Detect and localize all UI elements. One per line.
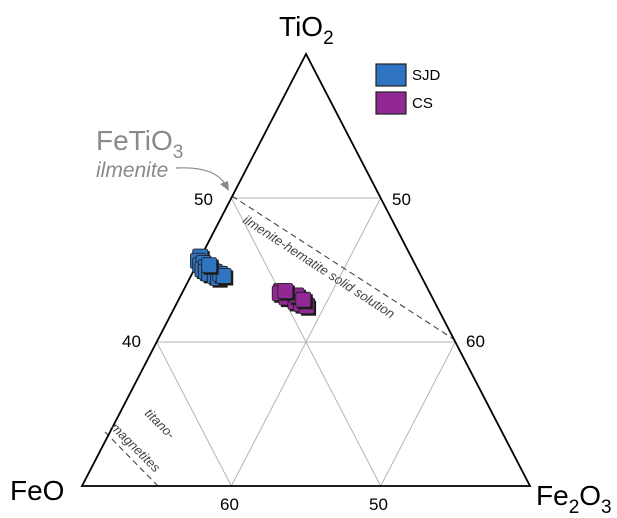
series-cs bbox=[271, 283, 317, 316]
ilmenite-arrowhead-icon bbox=[220, 181, 229, 191]
legend: SJD CS bbox=[375, 63, 441, 115]
data-point-sjd bbox=[201, 257, 218, 274]
vertex-right-sub: 2 bbox=[569, 497, 580, 518]
tick-left-50: 50 bbox=[194, 190, 213, 209]
data-point-sjd bbox=[215, 268, 232, 284]
vertex-label-left: FeO bbox=[10, 475, 64, 506]
titano-label-1: titano- bbox=[142, 406, 179, 443]
tick-left-40: 40 bbox=[122, 332, 141, 351]
grid-line bbox=[230, 197, 382, 487]
ilmenite-formula-text: FeTiO bbox=[96, 125, 173, 156]
series-sjd bbox=[190, 248, 234, 288]
tick-bottom-60: 60 bbox=[220, 495, 239, 514]
grid-line bbox=[156, 341, 232, 487]
grid-lines bbox=[156, 197, 456, 487]
data-point-cs bbox=[295, 291, 312, 308]
data-point-cs bbox=[277, 283, 294, 300]
titanomagnetite-line bbox=[104, 431, 159, 487]
grid-line bbox=[380, 341, 456, 487]
vertex-top-sub: 2 bbox=[323, 28, 334, 49]
tick-bottom-50: 50 bbox=[369, 495, 388, 514]
tick-right-60: 60 bbox=[466, 332, 485, 351]
vertex-label-top: TiO2 bbox=[279, 11, 334, 49]
vertex-right-text2: O bbox=[579, 480, 601, 511]
legend-swatch-cs bbox=[375, 91, 407, 115]
ilmenite-hematite-line bbox=[231, 195, 456, 341]
vertex-right-text: Fe bbox=[536, 480, 569, 511]
tick-right-50: 50 bbox=[392, 190, 411, 209]
ilmenite-name: ilmenite bbox=[96, 159, 168, 182]
vertex-right-sub2: 3 bbox=[601, 497, 612, 518]
ilmenite-formula-sub: 3 bbox=[173, 142, 184, 163]
ilmenite-arrow bbox=[175, 167, 226, 185]
legend-swatch-sjd bbox=[375, 63, 407, 87]
vertex-label-right: Fe2O3 bbox=[536, 480, 612, 518]
solid-solution-label: ilmenite-hematite solid solution bbox=[240, 212, 397, 321]
ilmenite-formula: FeTiO3 bbox=[96, 125, 183, 163]
vertex-top-text: TiO bbox=[279, 11, 323, 42]
legend-label-cs: CS bbox=[412, 95, 433, 112]
legend-label-sjd: SJD bbox=[412, 67, 441, 84]
